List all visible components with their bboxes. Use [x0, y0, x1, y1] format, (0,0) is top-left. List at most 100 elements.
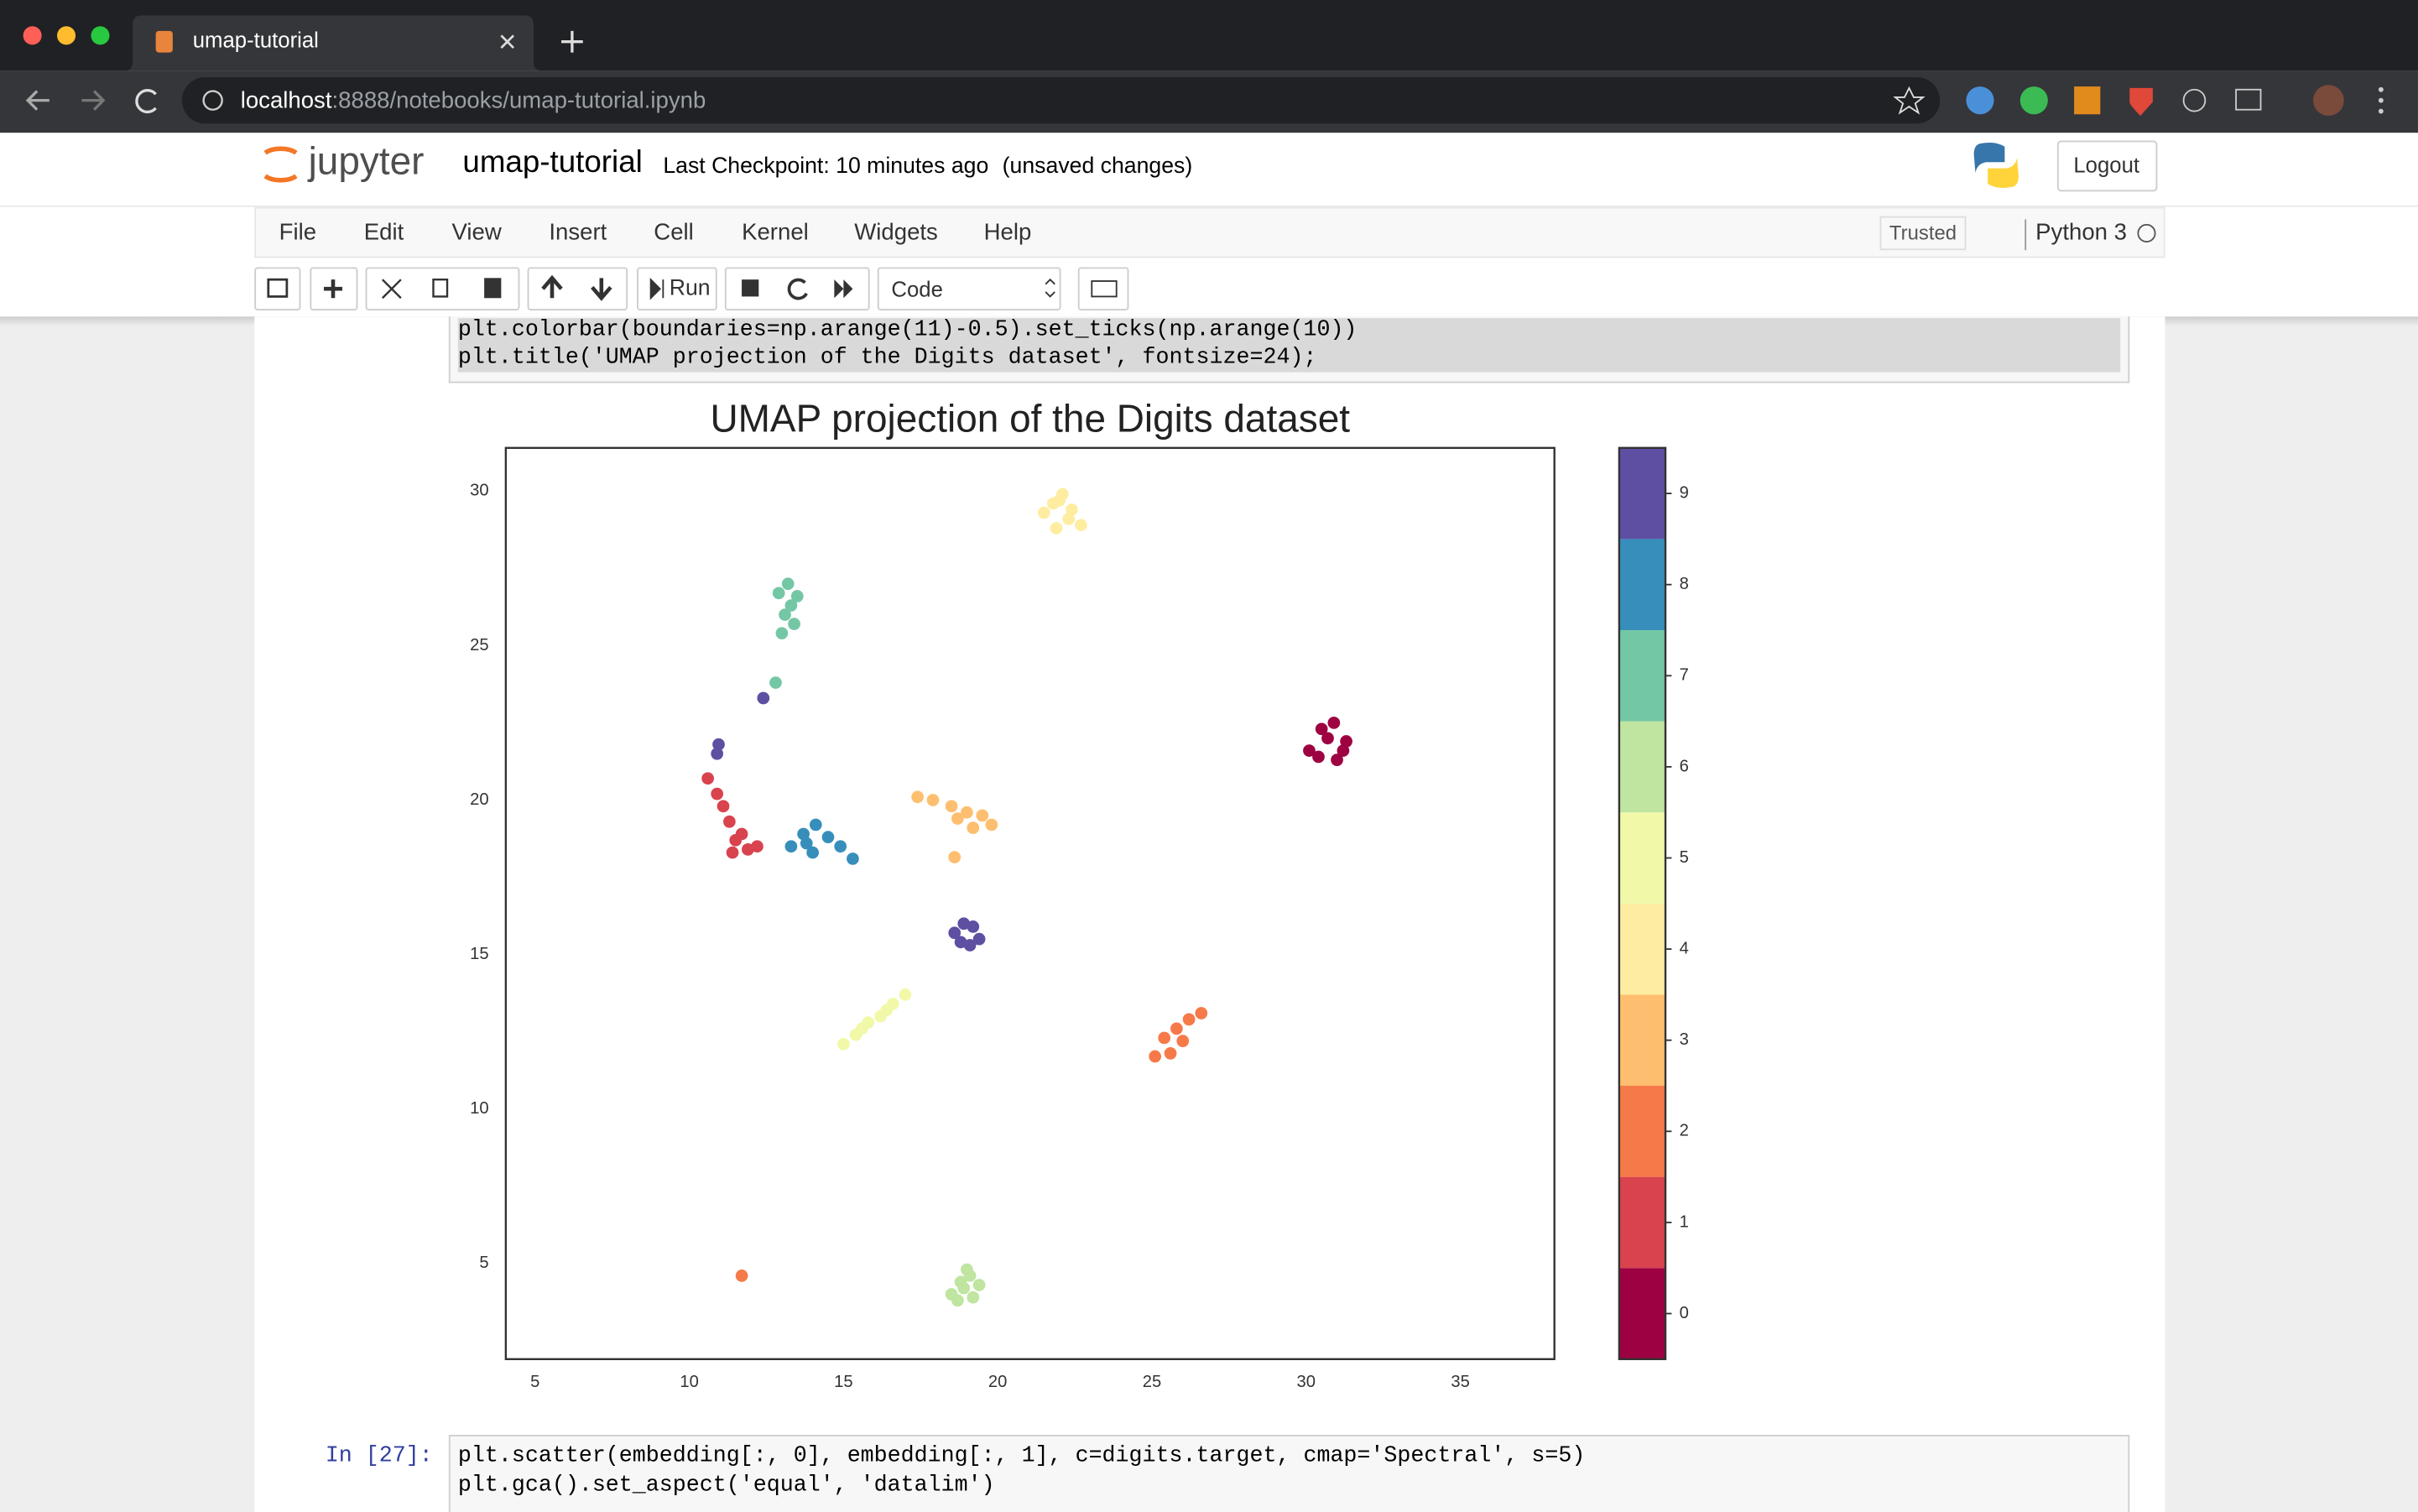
point	[1303, 744, 1316, 757]
colorbar-segment	[1618, 994, 1666, 1087]
menu-item[interactable]: Kernel	[742, 219, 809, 246]
point	[1321, 732, 1334, 745]
point	[985, 818, 998, 832]
point	[951, 812, 964, 825]
colorbar-segment	[1618, 630, 1666, 722]
point	[821, 831, 835, 844]
point	[711, 747, 724, 760]
y-tick-label: 5	[479, 1254, 488, 1272]
colorbar-tick-label: 9	[1680, 483, 1689, 502]
kernel-status	[2137, 223, 2156, 242]
colorbar-tick-label: 8	[1680, 575, 1689, 593]
trusted-indicator[interactable]: Trusted	[1879, 216, 1967, 251]
point	[961, 1263, 973, 1276]
point	[1327, 717, 1341, 729]
x-tick-label: 25	[1143, 1373, 1161, 1391]
colorbar-segment	[1618, 721, 1666, 813]
point	[1337, 744, 1350, 757]
colorbar-segment	[1618, 539, 1666, 631]
menu-item[interactable]: Edit	[363, 219, 404, 246]
point	[711, 787, 724, 800]
point	[976, 809, 989, 822]
point	[772, 587, 785, 600]
colorbar-tick-label: 3	[1680, 1030, 1689, 1049]
forward[interactable]	[81, 90, 106, 111]
point	[926, 794, 940, 806]
point	[945, 800, 958, 813]
plot-frame	[504, 446, 1556, 1361]
point	[775, 627, 789, 640]
colorbar-tick-label: 2	[1680, 1122, 1689, 1140]
colorbar-tick-label: 5	[1680, 848, 1689, 867]
jupyter-logo[interactable]: jupyter	[307, 138, 425, 182]
x-tick-label: 5	[530, 1373, 539, 1391]
point	[784, 599, 798, 612]
point	[967, 1290, 980, 1304]
colorbar-tick-label: 7	[1680, 666, 1689, 685]
logout-label: Logout	[2073, 154, 2139, 178]
point	[712, 738, 725, 751]
code-cell-input[interactable]	[448, 1435, 2130, 1512]
x-tick-label: 30	[1297, 1373, 1316, 1391]
browser-chrome: umap-tutorial localhost:8888/notebooks/u…	[0, 0, 2418, 207]
menu-item[interactable]: Insert	[549, 219, 607, 246]
tab[interactable]	[123, 15, 543, 71]
point	[837, 1037, 850, 1051]
x-tick-label: 35	[1451, 1373, 1469, 1391]
point	[809, 818, 822, 832]
menu-item[interactable]: View	[451, 219, 502, 246]
point	[1182, 1013, 1196, 1026]
colorbar-tick-label: 4	[1680, 939, 1689, 957]
x-tick-label: 20	[988, 1373, 1007, 1391]
point	[1170, 1022, 1183, 1035]
menubar	[254, 206, 2165, 258]
point	[779, 608, 791, 621]
new-tab[interactable]	[561, 30, 583, 53]
point	[769, 676, 782, 689]
point	[800, 837, 813, 850]
url: localhost:8888/notebooks/umap-tutorial.i…	[241, 87, 706, 113]
code-line: plt.scatter(embedding[:, 0], embedding[:…	[457, 1444, 1586, 1469]
y-tick-label: 10	[470, 1099, 488, 1118]
menu-item[interactable]: Help	[983, 219, 1032, 246]
point	[948, 851, 961, 863]
point	[880, 1004, 894, 1017]
code-line: plt.colorbar(boundaries=np.arange(11)-0.…	[457, 318, 1358, 343]
point	[963, 939, 977, 952]
menu-item[interactable]: File	[279, 219, 317, 246]
separator	[2025, 219, 2027, 251]
menu-item[interactable]: Widgets	[854, 219, 938, 246]
logout-button[interactable]	[2056, 140, 2158, 192]
y-tick-label: 15	[470, 945, 488, 963]
point	[1053, 494, 1066, 507]
address-bar[interactable]	[181, 77, 1941, 124]
menu-item[interactable]: Cell	[654, 219, 694, 246]
tab-close[interactable]	[500, 34, 515, 50]
notebook-name[interactable]: umap-tutorial	[462, 144, 642, 179]
back[interactable]	[25, 90, 50, 111]
bookmark[interactable]	[1893, 86, 1926, 115]
code-line: plt.gca().set_aspect('equal', 'datalim')	[457, 1473, 995, 1499]
point	[788, 618, 800, 631]
colorbar-segment	[1618, 1176, 1666, 1269]
point	[1075, 519, 1087, 532]
point	[967, 920, 980, 933]
reload[interactable]	[135, 89, 157, 114]
point	[751, 840, 763, 853]
cell-type-select[interactable]: Code	[877, 267, 1061, 310]
point	[1195, 1007, 1208, 1019]
chart-title: UMAP projection of the Digits dataset	[710, 397, 1350, 441]
point	[957, 1281, 971, 1295]
colorbar-tick-label: 0	[1680, 1304, 1689, 1322]
point	[1050, 522, 1063, 534]
point	[701, 772, 714, 785]
point	[1312, 750, 1325, 764]
point	[961, 806, 973, 819]
colorbar-segment	[1618, 447, 1666, 540]
point	[1331, 753, 1343, 766]
point	[806, 846, 819, 859]
point	[1037, 506, 1050, 519]
